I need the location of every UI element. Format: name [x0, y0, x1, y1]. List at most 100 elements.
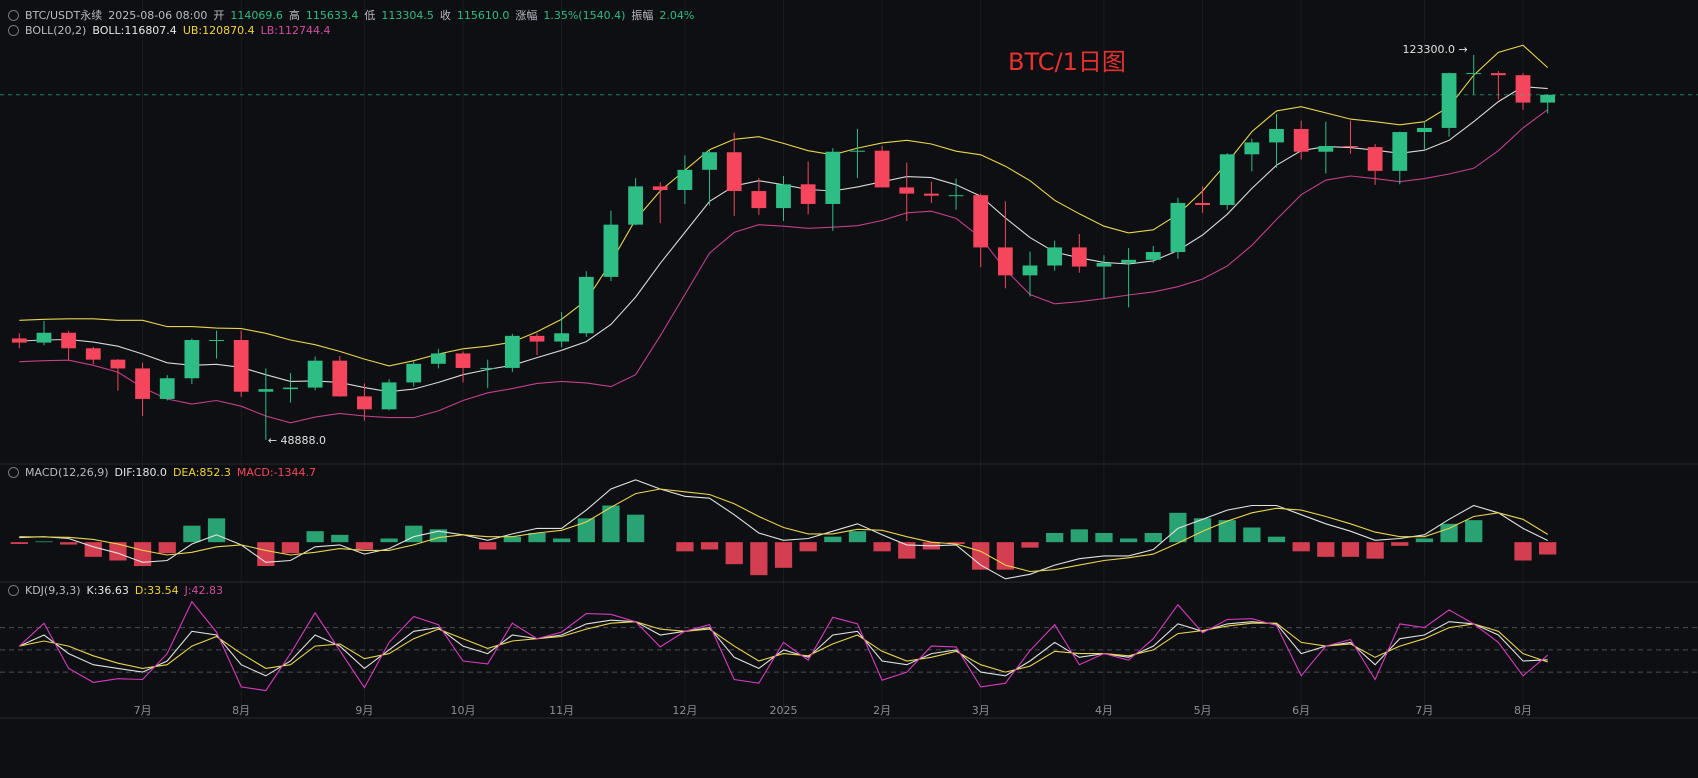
field-value: 115610.0 — [456, 8, 510, 22]
macd-bar — [1440, 523, 1458, 543]
macd-bar — [972, 542, 990, 570]
candle-body — [874, 150, 890, 188]
icon — [8, 9, 19, 21]
macd-bar — [158, 542, 176, 554]
candle-body — [1515, 75, 1531, 103]
candle-body — [554, 333, 570, 342]
candle-body — [1121, 259, 1137, 263]
macd-bar — [479, 542, 497, 550]
field-label: 振幅 — [631, 9, 654, 22]
macd-bar — [331, 534, 349, 543]
indicator-legend: KDJ(9,3,3) K:36.63 D:33.54 J:42.83 — [8, 584, 223, 597]
legend-entry: LB:112744.4 — [260, 24, 331, 37]
macd-bar — [676, 542, 694, 552]
macd-bar — [355, 542, 374, 550]
field-label: 涨幅 — [515, 9, 538, 22]
candle-body — [357, 396, 372, 410]
macd-bar — [35, 541, 53, 543]
macd-bar — [947, 542, 965, 544]
candle-body — [11, 338, 27, 343]
candle-body — [455, 353, 471, 368]
candle-body — [307, 360, 323, 388]
x-tick-label: 8月 — [1514, 704, 1532, 717]
candle-body — [85, 348, 101, 360]
field-value: 115633.4 — [305, 8, 359, 22]
field-label: 收 — [439, 9, 451, 22]
x-tick-label: 11月 — [549, 704, 574, 717]
min-annotation: ← 48888.0 — [268, 434, 326, 447]
macd-bar — [405, 525, 423, 543]
candle-body — [1096, 262, 1112, 267]
x-tick-label: 9月 — [355, 704, 373, 717]
field-value: 113304.5 — [381, 8, 434, 22]
field-label: 高 — [288, 9, 300, 22]
macd-bar — [1267, 536, 1286, 543]
x-tick-label: 3月 — [972, 704, 990, 717]
candle-body — [702, 152, 717, 170]
legend-entry: BOLL:116807.4 — [92, 24, 177, 37]
kdj-line — [19, 621, 1548, 673]
candle-body — [1145, 252, 1161, 260]
macd-bar — [1539, 542, 1557, 555]
candle-body — [159, 378, 175, 399]
candle-body — [1441, 73, 1457, 128]
indicator-name: KDJ(9,3,3) — [25, 584, 81, 597]
macd-bar — [577, 518, 595, 543]
x-tick-label: 6月 — [1292, 704, 1310, 717]
macd-bar — [59, 542, 78, 545]
x-tick-label: 12月 — [672, 704, 697, 717]
candle-body — [36, 332, 52, 343]
field-label: 开 — [213, 9, 225, 22]
candle-body — [677, 169, 693, 190]
macd-bar — [1070, 529, 1088, 543]
macd-bar — [1391, 542, 1409, 546]
field-label: 低 — [364, 9, 376, 22]
macd-bar — [1366, 542, 1384, 559]
macd-bar — [281, 542, 300, 554]
candle-body — [726, 152, 742, 192]
candle-body — [1417, 127, 1432, 133]
macd-bar — [1514, 542, 1532, 561]
candle-body — [578, 276, 594, 334]
macd-bar — [1465, 520, 1483, 543]
candle-body — [529, 335, 545, 342]
macd-line — [19, 488, 1548, 573]
macd-bar — [109, 542, 127, 561]
field-value: 114069.6 — [230, 8, 283, 22]
macd-bar — [10, 542, 28, 544]
macd-bar — [1193, 518, 1212, 543]
x-tick-label: 4月 — [1095, 704, 1113, 717]
macd-bar — [1046, 533, 1064, 543]
macd-bar — [503, 536, 521, 543]
candle-body — [1318, 146, 1334, 152]
macd-bar — [183, 525, 201, 543]
candle-body — [61, 332, 77, 349]
macd-bar — [133, 542, 152, 566]
indicator-legend: BOLL(20,2) BOLL:116807.4 UB:120870.4 LB:112… — [8, 24, 330, 37]
macd-bar — [774, 542, 793, 568]
candle-body — [776, 184, 791, 209]
macd-bar — [1218, 520, 1236, 543]
macd-bar — [1144, 533, 1162, 543]
x-tick-label: 2025 — [770, 704, 798, 717]
candle-body — [381, 382, 397, 410]
macd-bar — [1317, 542, 1335, 557]
candle-body — [209, 340, 224, 341]
candle-body — [973, 195, 989, 248]
icon — [8, 585, 19, 596]
boll-line — [19, 109, 1549, 424]
candle-body — [751, 191, 767, 209]
x-tick-label: 10月 — [451, 704, 476, 717]
candle-body — [332, 360, 348, 397]
macd-bar — [380, 538, 398, 543]
x-tick-label: 2月 — [873, 704, 891, 717]
candle-body — [110, 359, 126, 369]
indicator-name: MACD(12,26,9) — [25, 466, 109, 479]
candle-body — [1195, 202, 1210, 205]
symbol: BTC/USDT永续 — [25, 9, 103, 22]
macd-bar — [1292, 542, 1310, 552]
legend-entry: UB:120870.4 — [182, 24, 255, 37]
legend-entry: J:42.83 — [184, 584, 224, 597]
macd-bar — [1021, 542, 1039, 548]
